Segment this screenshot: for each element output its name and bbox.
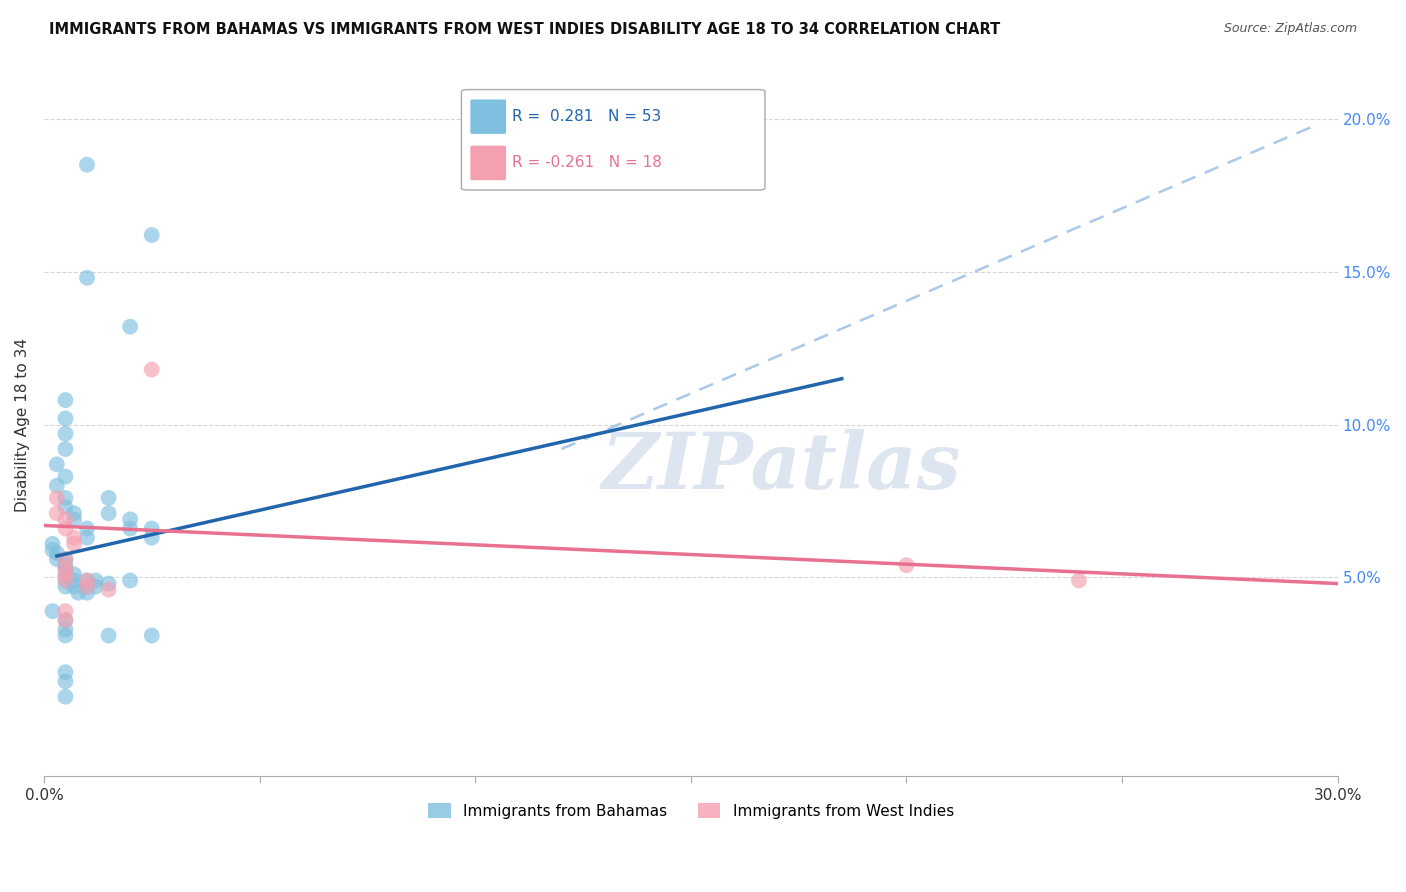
Point — [55, 491, 77, 505]
Point — [120, 512, 142, 526]
Point — [120, 574, 142, 588]
Point — [120, 522, 142, 536]
Point — [41, 543, 63, 558]
Point — [76, 585, 98, 599]
Point — [141, 522, 163, 536]
Point — [1067, 574, 1090, 588]
Point — [55, 411, 77, 425]
Point — [76, 580, 98, 594]
Point — [55, 674, 77, 689]
Point — [97, 506, 120, 520]
Point — [45, 479, 67, 493]
Point — [97, 628, 120, 642]
Point — [55, 469, 77, 483]
Point — [55, 580, 77, 594]
Point — [120, 319, 142, 334]
Point — [76, 522, 98, 536]
Point — [55, 512, 77, 526]
Point — [41, 537, 63, 551]
Legend: Immigrants from Bahamas, Immigrants from West Indies: Immigrants from Bahamas, Immigrants from… — [422, 797, 960, 825]
Point — [97, 491, 120, 505]
Text: IMMIGRANTS FROM BAHAMAS VS IMMIGRANTS FROM WEST INDIES DISABILITY AGE 18 TO 34 C: IMMIGRANTS FROM BAHAMAS VS IMMIGRANTS FR… — [49, 22, 1001, 37]
Point — [55, 558, 77, 573]
Point — [63, 531, 86, 545]
Point — [55, 567, 77, 582]
Point — [55, 561, 77, 575]
Point — [55, 690, 77, 704]
Point — [97, 582, 120, 597]
Point — [55, 623, 77, 637]
Point — [45, 491, 67, 505]
Point — [55, 522, 77, 536]
Point — [63, 506, 86, 520]
Point — [55, 500, 77, 515]
Point — [97, 576, 120, 591]
Point — [84, 580, 107, 594]
Point — [45, 506, 67, 520]
Point — [76, 574, 98, 588]
Point — [55, 552, 77, 566]
Point — [55, 604, 77, 618]
Point — [141, 227, 163, 242]
Text: ZIPatlas: ZIPatlas — [602, 428, 962, 505]
Point — [84, 574, 107, 588]
Point — [55, 613, 77, 627]
Point — [55, 628, 77, 642]
Point — [63, 537, 86, 551]
Point — [55, 561, 77, 575]
Point — [67, 585, 90, 599]
Point — [76, 580, 98, 594]
Point — [55, 665, 77, 680]
Point — [55, 613, 77, 627]
Point — [55, 574, 77, 588]
Point — [55, 393, 77, 408]
Point — [55, 574, 77, 588]
Point — [55, 567, 77, 582]
Point — [55, 442, 77, 456]
Text: Source: ZipAtlas.com: Source: ZipAtlas.com — [1223, 22, 1357, 36]
Point — [45, 458, 67, 472]
Point — [76, 158, 98, 172]
Point — [55, 552, 77, 566]
Point — [896, 558, 918, 573]
Point — [45, 546, 67, 560]
Point — [141, 531, 163, 545]
Point — [63, 567, 86, 582]
Point — [63, 574, 86, 588]
Point — [141, 628, 163, 642]
Point — [63, 512, 86, 526]
Point — [76, 574, 98, 588]
Point — [76, 531, 98, 545]
Y-axis label: Disability Age 18 to 34: Disability Age 18 to 34 — [15, 337, 30, 512]
Point — [45, 552, 67, 566]
Point — [55, 426, 77, 441]
Point — [41, 604, 63, 618]
Point — [141, 362, 163, 376]
Point — [76, 270, 98, 285]
Point — [63, 580, 86, 594]
